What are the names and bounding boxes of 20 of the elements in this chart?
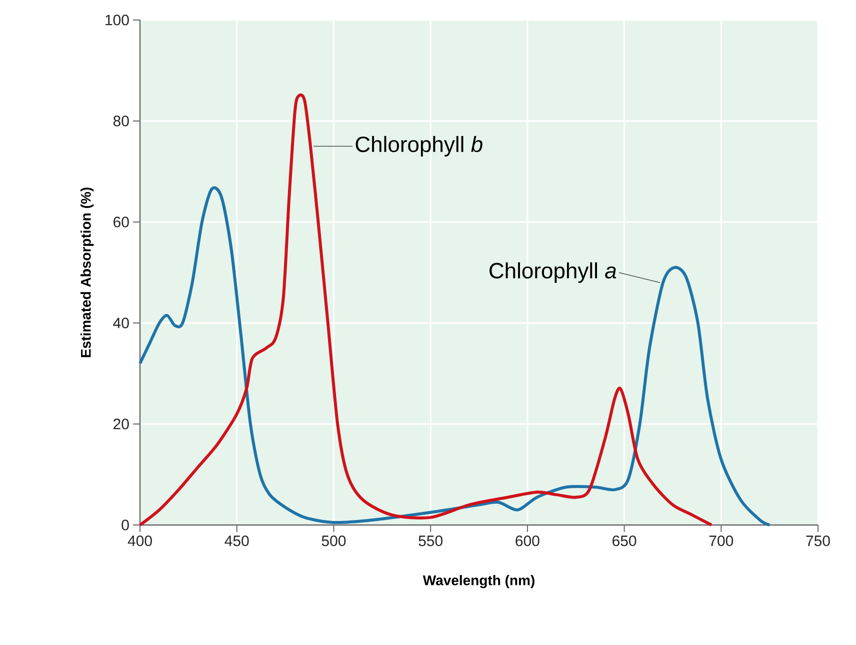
x-tick-label: 550: [418, 536, 442, 546]
y-tick-label: 40: [113, 318, 129, 328]
y-tick-label: 80: [113, 116, 129, 126]
y-tick-label: 20: [114, 418, 129, 430]
x-tick-label: 750: [806, 536, 830, 546]
series-label: Chlorophyll b: [356, 136, 482, 156]
x-tick-label: 650: [612, 536, 636, 546]
x-axis-title: Wavelength (nm): [422, 575, 534, 588]
x-tick-label: 400: [128, 536, 152, 546]
x-tick-label: 450: [224, 536, 249, 546]
y-tick-label: 60: [114, 216, 129, 228]
x-tick-label: 700: [709, 536, 734, 546]
y-tick-label: 0: [122, 520, 129, 530]
y-tick-label: 100: [106, 14, 129, 26]
y-axis-title: Estimated Absorption (%): [80, 188, 94, 358]
x-tick-label: 500: [322, 536, 346, 546]
line-series: [138, 94, 713, 526]
x-tick-label: 600: [516, 536, 540, 546]
line-series: [138, 188, 772, 526]
text: Chlorophyll a: [490, 262, 616, 283]
